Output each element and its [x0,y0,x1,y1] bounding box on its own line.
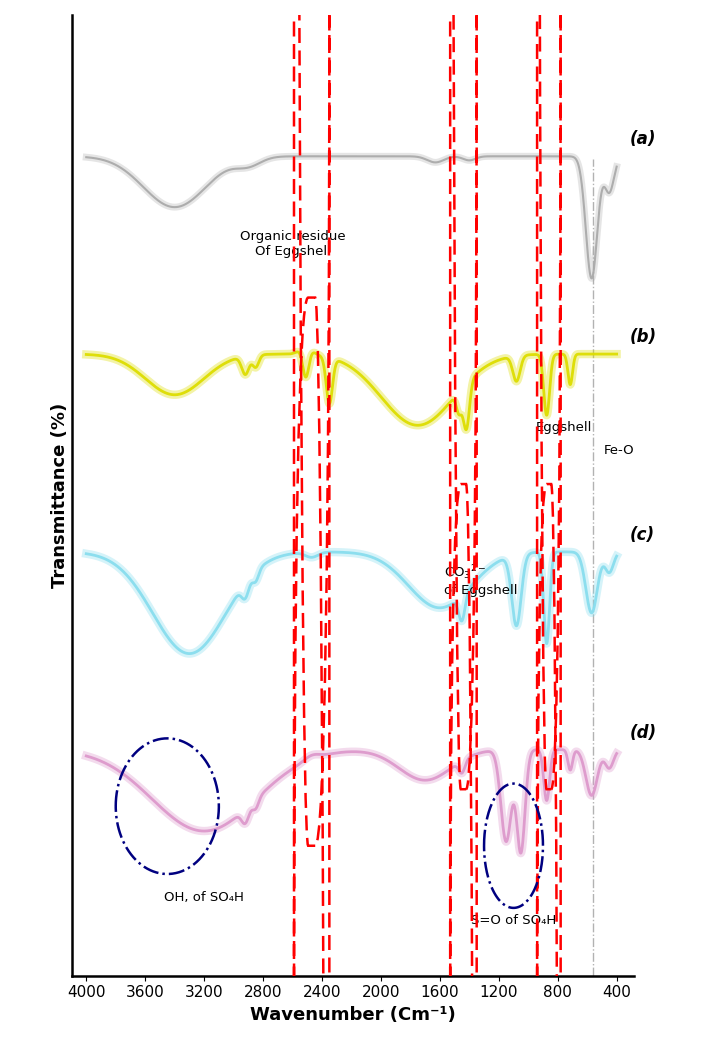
Y-axis label: Transmittance (%): Transmittance (%) [51,403,69,588]
Text: S=O of SO₄H: S=O of SO₄H [471,913,556,927]
Text: (d): (d) [630,724,657,742]
Text: (c): (c) [630,526,655,544]
X-axis label: Wavenumber (Cm⁻¹): Wavenumber (Cm⁻¹) [250,1006,455,1024]
Text: Eggshell: Eggshell [536,421,592,434]
Text: (b): (b) [630,328,657,346]
Text: Fe-O: Fe-O [603,444,634,457]
Text: Organic residue
Of Eggshell: Organic residue Of Eggshell [240,230,345,258]
Text: (a): (a) [630,130,656,149]
Text: OH, of SO₄H: OH, of SO₄H [164,891,244,904]
Text: CO$_3$$^{2-}$
of Eggshell: CO$_3$$^{2-}$ of Eggshell [444,563,518,597]
